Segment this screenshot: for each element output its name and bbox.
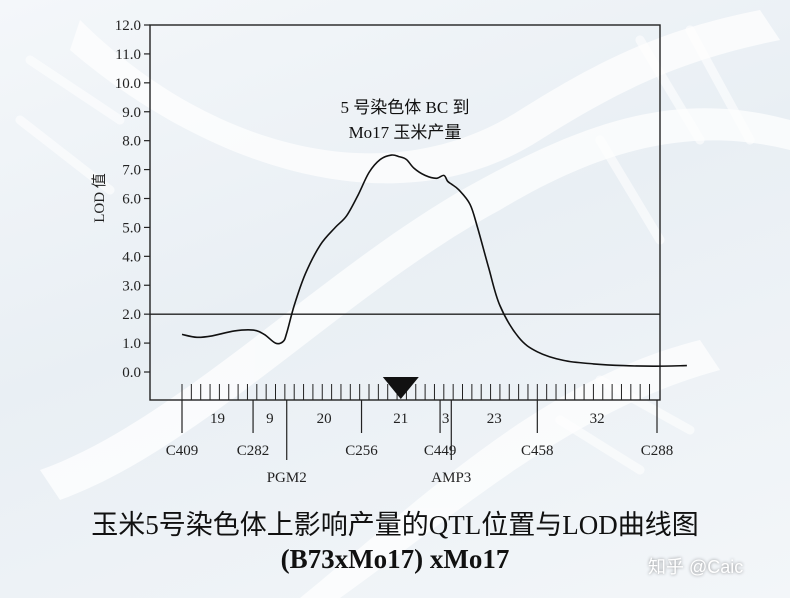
caption-line2: (B73xMo17) xMo17	[280, 544, 510, 574]
marker-label-pgm2: PGM2	[267, 470, 307, 486]
qtl-position-marker	[382, 377, 419, 399]
y-axis-label: LOD 值	[91, 173, 108, 223]
interval-label: 21	[393, 411, 408, 427]
y-tick-label: 3.0	[122, 278, 141, 294]
marker-label-amp3: AMP3	[431, 470, 471, 486]
interval-label: 20	[317, 411, 332, 427]
lod-curve	[181, 154, 687, 368]
marker-label-c449: C449	[424, 443, 457, 459]
y-tick-label: 6.0	[122, 192, 141, 208]
interval-label: 19	[210, 411, 225, 427]
interval-label: 3	[442, 411, 450, 427]
y-tick-label: 5.0	[122, 220, 141, 236]
interval-labels: 19 9 20 21 3 23 32	[210, 411, 605, 427]
marker-label-c256: C256	[345, 443, 378, 459]
watermark: 知乎 @Caic	[648, 557, 744, 577]
y-tick-label: 7.0	[122, 163, 141, 179]
y-tick-label: 11.0	[115, 47, 141, 63]
interval-label: 32	[590, 411, 605, 427]
marker-label-c409: C409	[166, 443, 199, 459]
marker-label-c288: C288	[641, 443, 674, 459]
chart-annotation-line1: 5 号染色体 BC 到	[341, 98, 470, 117]
y-tick-label: 4.0	[122, 249, 141, 265]
y-tick-label: 9.0	[122, 105, 141, 121]
y-tick-label: 8.0	[122, 134, 141, 150]
y-tick-label: 2.0	[122, 307, 141, 323]
y-tick-label: 0.0	[122, 365, 141, 381]
y-axis: 0.0 1.0 2.0 3.0 4.0 5.0 6.0 7.0 8.0 9.0 10.0 11.0 12…	[115, 18, 150, 381]
y-tick-label: 1.0	[122, 336, 141, 352]
y-tick-label: 12.0	[115, 18, 141, 34]
marker-label-c282: C282	[237, 443, 270, 459]
marker-labels: C409 C282 PGM2 C256 C449 AMP3 C458 C288	[166, 400, 674, 486]
interval-label: 9	[266, 411, 274, 427]
marker-label-c458: C458	[521, 443, 554, 459]
y-tick-label: 10.0	[115, 76, 141, 92]
interval-label: 23	[487, 411, 502, 427]
plot-frame	[149, 24, 661, 401]
x-axis-ruler	[181, 384, 651, 400]
figure-caption: 玉米5号染色体上影响产量的QTL位置与LOD曲线图 (B73xMo17) xMo…	[0, 508, 790, 576]
caption-line1: 玉米5号染色体上影响产量的QTL位置与LOD曲线图	[91, 510, 699, 540]
chart-annotation-line2: Mo17 玉米产量	[349, 123, 462, 142]
